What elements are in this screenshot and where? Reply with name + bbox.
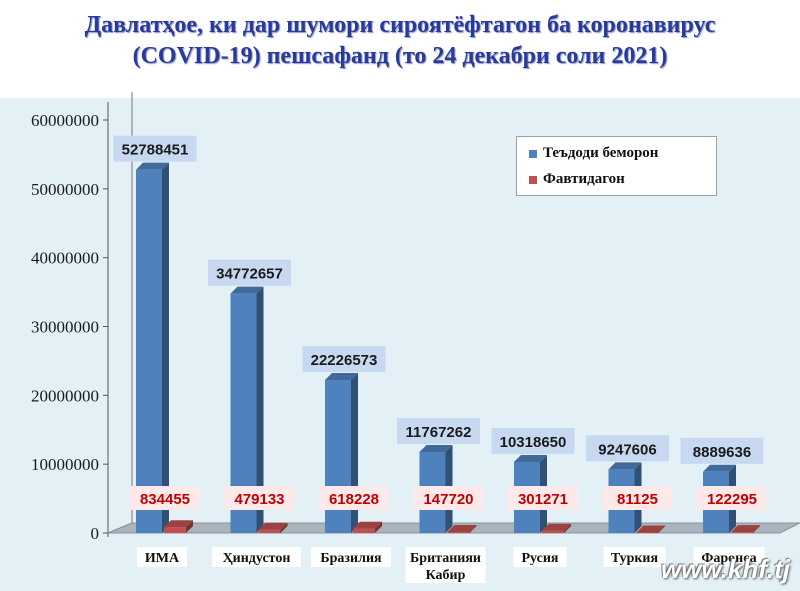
data-label-bg-series-2 [508,486,578,510]
data-label-series-1: 22226573 [311,352,378,369]
y-tick-label: 50000000 [31,180,99,199]
x-tick-label: Туркия [611,551,659,566]
x-tick-label: Русия [522,551,559,566]
bar-series-1-top [514,454,547,462]
data-label-series-1: 10318650 [500,434,567,451]
bar-series-2 [636,532,659,533]
watermark: www.khf.tj [660,554,790,584]
bar-series-2 [731,532,753,533]
data-label-series-2: 834455 [140,491,190,508]
bar-series-2 [353,528,375,533]
category-label-bg [405,547,486,583]
data-label-series-2: 122295 [707,491,757,508]
bar-series-2-top [731,525,760,533]
x-tick-label: ИМА [145,551,180,566]
x-tick-label: Фаронса [701,551,756,566]
chart-title: Давлатҳое, ки дар шумори сироятёфтагон б… [0,10,800,72]
data-label-series-1: 34772657 [216,266,283,283]
bar-series-2-top [636,525,666,533]
bar-series-1-top [419,445,453,453]
bar-series-2 [447,531,470,533]
title-line-2: (COVID-19) пешсафанд (то 24 декабри соли… [132,43,668,69]
bar-series-2-top [164,520,193,528]
bar-series-2-top [447,524,477,532]
data-label-bg-series-1 [302,346,386,373]
legend-item-series-1: Теъдоди беморон [529,145,658,162]
category-label-bg [137,547,187,567]
data-label-bg-series-2 [413,486,484,510]
data-label-series-1: 52788451 [122,142,189,159]
data-label-bg-series-1 [397,418,480,445]
data-label-series-2: 479133 [234,491,284,508]
category-label-bg [212,547,301,567]
bar-series-2-side [280,522,288,533]
bar-series-1 [136,169,162,533]
y-tick-label: 60000000 [31,111,99,130]
data-label-bg-series-2 [224,486,295,510]
bar-series-1-top [136,162,169,170]
data-label-bg-series-2 [602,486,673,510]
data-label-series-2: 301271 [518,491,568,508]
legend-swatch-series-1 [529,149,537,158]
data-label-bg-series-1 [586,435,669,462]
bar-series-2 [258,529,281,533]
data-label-series-1: 9247606 [598,441,656,458]
data-label-series-1: 8889636 [693,444,751,461]
bar-series-2-side [469,524,477,533]
y-tick-label: 10000000 [31,455,99,474]
category-label-bg [311,547,391,567]
data-label-bg-series-2 [697,486,767,510]
bar-series-2-side [375,521,382,533]
data-label-series-2: 618228 [329,491,379,508]
bar-series-2-top [542,523,571,531]
legend-label-series-1: Теъдоди беморон [543,145,659,161]
legend: Теъдоди беморон Фавтидагон [516,136,717,196]
bar-series-2-side [564,523,571,533]
bar-series-1-top [608,462,642,470]
y-tick-label: 20000000 [31,386,99,405]
bar-series-1-top [703,464,736,472]
data-label-series-1: 11767262 [406,424,472,441]
bar-series-2-side [658,525,666,533]
y-tick-label: 30000000 [31,318,99,337]
data-label-series-2: 147720 [423,491,473,508]
x-tick-label: Ҳиндустон [223,551,291,566]
category-label-bg [603,547,666,567]
y-tick-label: 0 [91,524,100,543]
bar-series-2-top [353,521,382,529]
category-label-bg [513,547,567,567]
bar-series-2 [164,527,186,533]
bar-series-2-top [258,522,288,530]
x-tick-label: Британияи [410,551,481,566]
legend-item-series-2: Фавтидагон [529,171,625,188]
category-label-bg [693,547,765,567]
data-label-bg-series-1 [208,259,291,286]
data-label-bg-series-1 [113,135,197,162]
bar-series-1-top [230,286,264,294]
title-line-1: Давлатҳое, ки дар шумори сироятёфтагон б… [84,12,716,38]
y-tick-label: 40000000 [31,249,99,268]
bar-series-1-side [162,162,169,533]
bar-series-2-side [753,525,760,533]
legend-swatch-series-2 [529,175,537,184]
bar-series-1 [325,380,351,533]
bar-series-1-side [256,286,264,533]
data-label-bg-series-2 [319,486,389,510]
bar-series-1-top [325,373,358,381]
x-tick-label: Кабир [426,568,466,583]
data-label-bg-series-2 [130,486,200,510]
x-tick-label: Бразилия [320,551,382,566]
bar-series-2 [542,530,564,533]
data-label-series-2: 81125 [617,491,658,508]
data-label-bg-series-1 [680,437,764,464]
data-label-bg-series-1 [491,427,575,454]
legend-label-series-2: Фавтидагон [543,171,625,187]
bar-series-2-side [186,520,193,533]
